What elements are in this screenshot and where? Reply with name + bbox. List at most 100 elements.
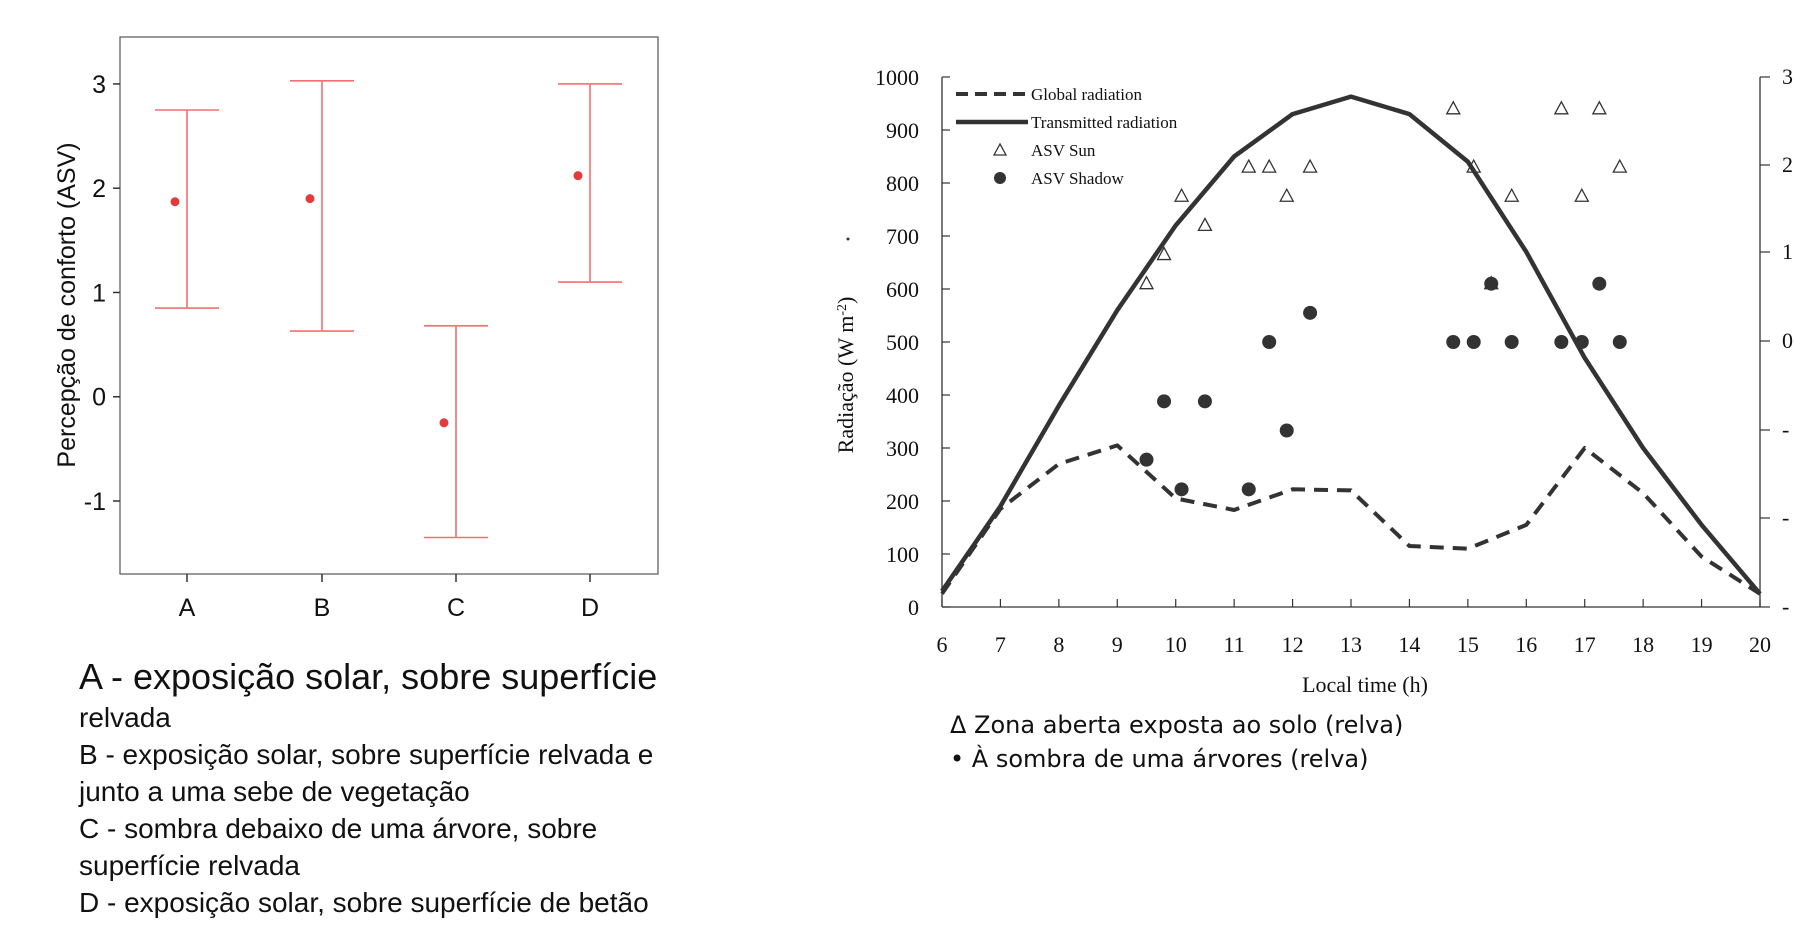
chart1-xtick-label: D — [581, 594, 599, 622]
asv-shadow-point — [1197, 394, 1212, 409]
legend-label-shadow: ASV Shadow — [1031, 169, 1124, 188]
legend-label-transmitted: Transmitted radiation — [1031, 113, 1178, 132]
asv-sun-point — [1173, 187, 1190, 202]
caption-open-zone: Δ Zona aberta exposta ao solo (relva) — [950, 711, 1404, 739]
asv-shadow-point — [1484, 276, 1499, 291]
chart2-ytick-label: 900 — [886, 118, 919, 143]
asv-shadow-point — [1279, 423, 1294, 438]
asv-sun-point — [1197, 217, 1213, 232]
chart2-xtick-label: 7 — [995, 632, 1006, 657]
asv-sun-point — [1574, 187, 1590, 202]
legend-label-sun: ASV Sun — [1031, 141, 1096, 160]
chart2-xtick-label: 13 — [1340, 632, 1362, 657]
chart2-xtick-label: 18 — [1632, 632, 1654, 657]
caption-line-d: D - exposição solar, sobre superfície de… — [79, 887, 649, 918]
asv-shadow-point — [1574, 335, 1589, 349]
chart2-xtick-label: 11 — [1224, 632, 1245, 657]
chart1-ylabel: Percepção de conforto (ASV) — [53, 142, 81, 467]
chart2-ytick-label: 600 — [886, 277, 919, 302]
chart2-right-tick-label: 2 — [1782, 152, 1793, 177]
asv-shadow-point — [1446, 335, 1461, 349]
asv-sun-point — [1504, 187, 1520, 202]
asv-comfort-chart: -1 0 1 2 3 A B C D Percepção de conforto (ASV) — [53, 36, 659, 622]
chart2-ytick-label: 1000 — [875, 65, 919, 90]
chart2-xtick-label: 20 — [1749, 632, 1771, 657]
chart2-ytick-label: 200 — [886, 489, 919, 514]
asv-shadow-point — [1554, 335, 1569, 349]
right-caption: Δ Zona aberta exposta ao solo (relva) • … — [950, 708, 1403, 776]
mean-marker — [305, 194, 315, 204]
chart2-right-tick-label: - — [1782, 505, 1789, 530]
chart2-ytick-label: 400 — [886, 383, 919, 408]
asv-sun-point — [1612, 158, 1628, 173]
legend-swatch-shadow — [994, 172, 1006, 184]
asv-sun-point — [1156, 246, 1172, 261]
chart1-ytick-label: 3 — [92, 71, 106, 99]
asv-sun-point — [1466, 158, 1482, 173]
chart1-xtick-label: B — [314, 594, 331, 622]
global-radiation-line — [940, 443, 1762, 596]
asv-shadow-point — [1139, 452, 1154, 467]
chart2-right-tick-label: 1 — [1782, 239, 1793, 264]
asv-shadow-point — [1303, 305, 1318, 320]
asv-shadow-point — [1157, 394, 1172, 409]
asv-sun-point — [1302, 158, 1318, 173]
chart2-xtick-label: 10 — [1165, 632, 1187, 657]
asv-shadow-point — [1592, 276, 1607, 291]
chart2-right-tick-label: - — [1782, 594, 1789, 619]
asv-shadow-point — [1612, 335, 1627, 349]
chart2-xtick-label: 6 — [937, 632, 948, 657]
asv-sun-point — [1241, 158, 1257, 173]
chart1-frame — [119, 36, 659, 575]
chart1-ytick-label: -1 — [84, 488, 106, 516]
chart2-xtick-label: 8 — [1053, 632, 1064, 657]
asv-shadow-point — [1241, 482, 1256, 497]
caption-line-a2: relvada — [79, 702, 171, 733]
mean-marker — [439, 418, 449, 428]
chart1-ytick-label: 2 — [92, 175, 106, 203]
chart2-xtick-label: 19 — [1691, 632, 1713, 657]
mean-marker — [170, 197, 180, 207]
chart2-xtick-label: 16 — [1515, 632, 1537, 657]
caption-line-b: B - exposição solar, sobre superfície re… — [79, 739, 654, 770]
chart2-ylabel: Radiação (W m-2) — [833, 297, 858, 454]
chart2-xlabel: Local time (h) — [1302, 672, 1428, 697]
chart2-right-tick-label: 0 — [1782, 328, 1793, 353]
chart2-ytick-label: 300 — [886, 436, 919, 461]
asv-sun-point — [1138, 275, 1155, 290]
legend-swatch-sun — [992, 142, 1008, 156]
asv-sun-point — [1591, 100, 1607, 115]
caption-shade-zone: • À sombra de uma árvores (relva) — [950, 745, 1369, 773]
asv-sun-point — [1279, 187, 1295, 202]
chart2-ytick-label: 0 — [908, 595, 919, 620]
left-caption: A - exposição solar, sobre superfície re… — [79, 655, 779, 921]
chart2-ytick-label: 700 — [886, 224, 919, 249]
chart1-ytick-label: 1 — [92, 279, 106, 307]
chart2-xtick-label: 9 — [1112, 632, 1123, 657]
chart2-right-tick-label: - — [1782, 417, 1789, 442]
asv-shadow-point — [1504, 335, 1519, 349]
chart2-ytick-label: 800 — [886, 171, 919, 196]
caption-line-b2: junto a uma sebe de vegetação — [79, 776, 470, 807]
asv-sun-point — [1553, 100, 1569, 115]
chart1-ytick-label: 0 — [92, 384, 106, 412]
asv-shadow-point — [1174, 482, 1189, 497]
chart2-xtick-label: 17 — [1574, 632, 1596, 657]
chart2-xtick-label: 14 — [1398, 632, 1420, 657]
asv-sun-point — [1445, 100, 1461, 115]
asv-shadow-point — [1466, 335, 1481, 349]
asv-sun-point — [1261, 158, 1277, 173]
chart2-ytick-label: 500 — [886, 330, 919, 355]
transmitted-radiation-line — [940, 94, 1762, 596]
legend-label-global: Global radiation — [1031, 85, 1142, 104]
chart1-xtick-label: C — [447, 594, 465, 622]
asv-sun-point — [1483, 275, 1499, 290]
chart2-xtick-label: 15 — [1457, 632, 1479, 657]
chart2-ytick-label: 100 — [886, 542, 919, 567]
caption-line-c: C - sombra debaixo de uma árvore, sobre — [79, 813, 598, 844]
asv-shadow-point — [1262, 335, 1277, 349]
mean-marker — [573, 171, 583, 181]
caption-line-c2: superfície relvada — [79, 850, 301, 881]
chart1-xtick-label: A — [179, 594, 196, 622]
chart2-xtick-label: 12 — [1282, 632, 1304, 657]
